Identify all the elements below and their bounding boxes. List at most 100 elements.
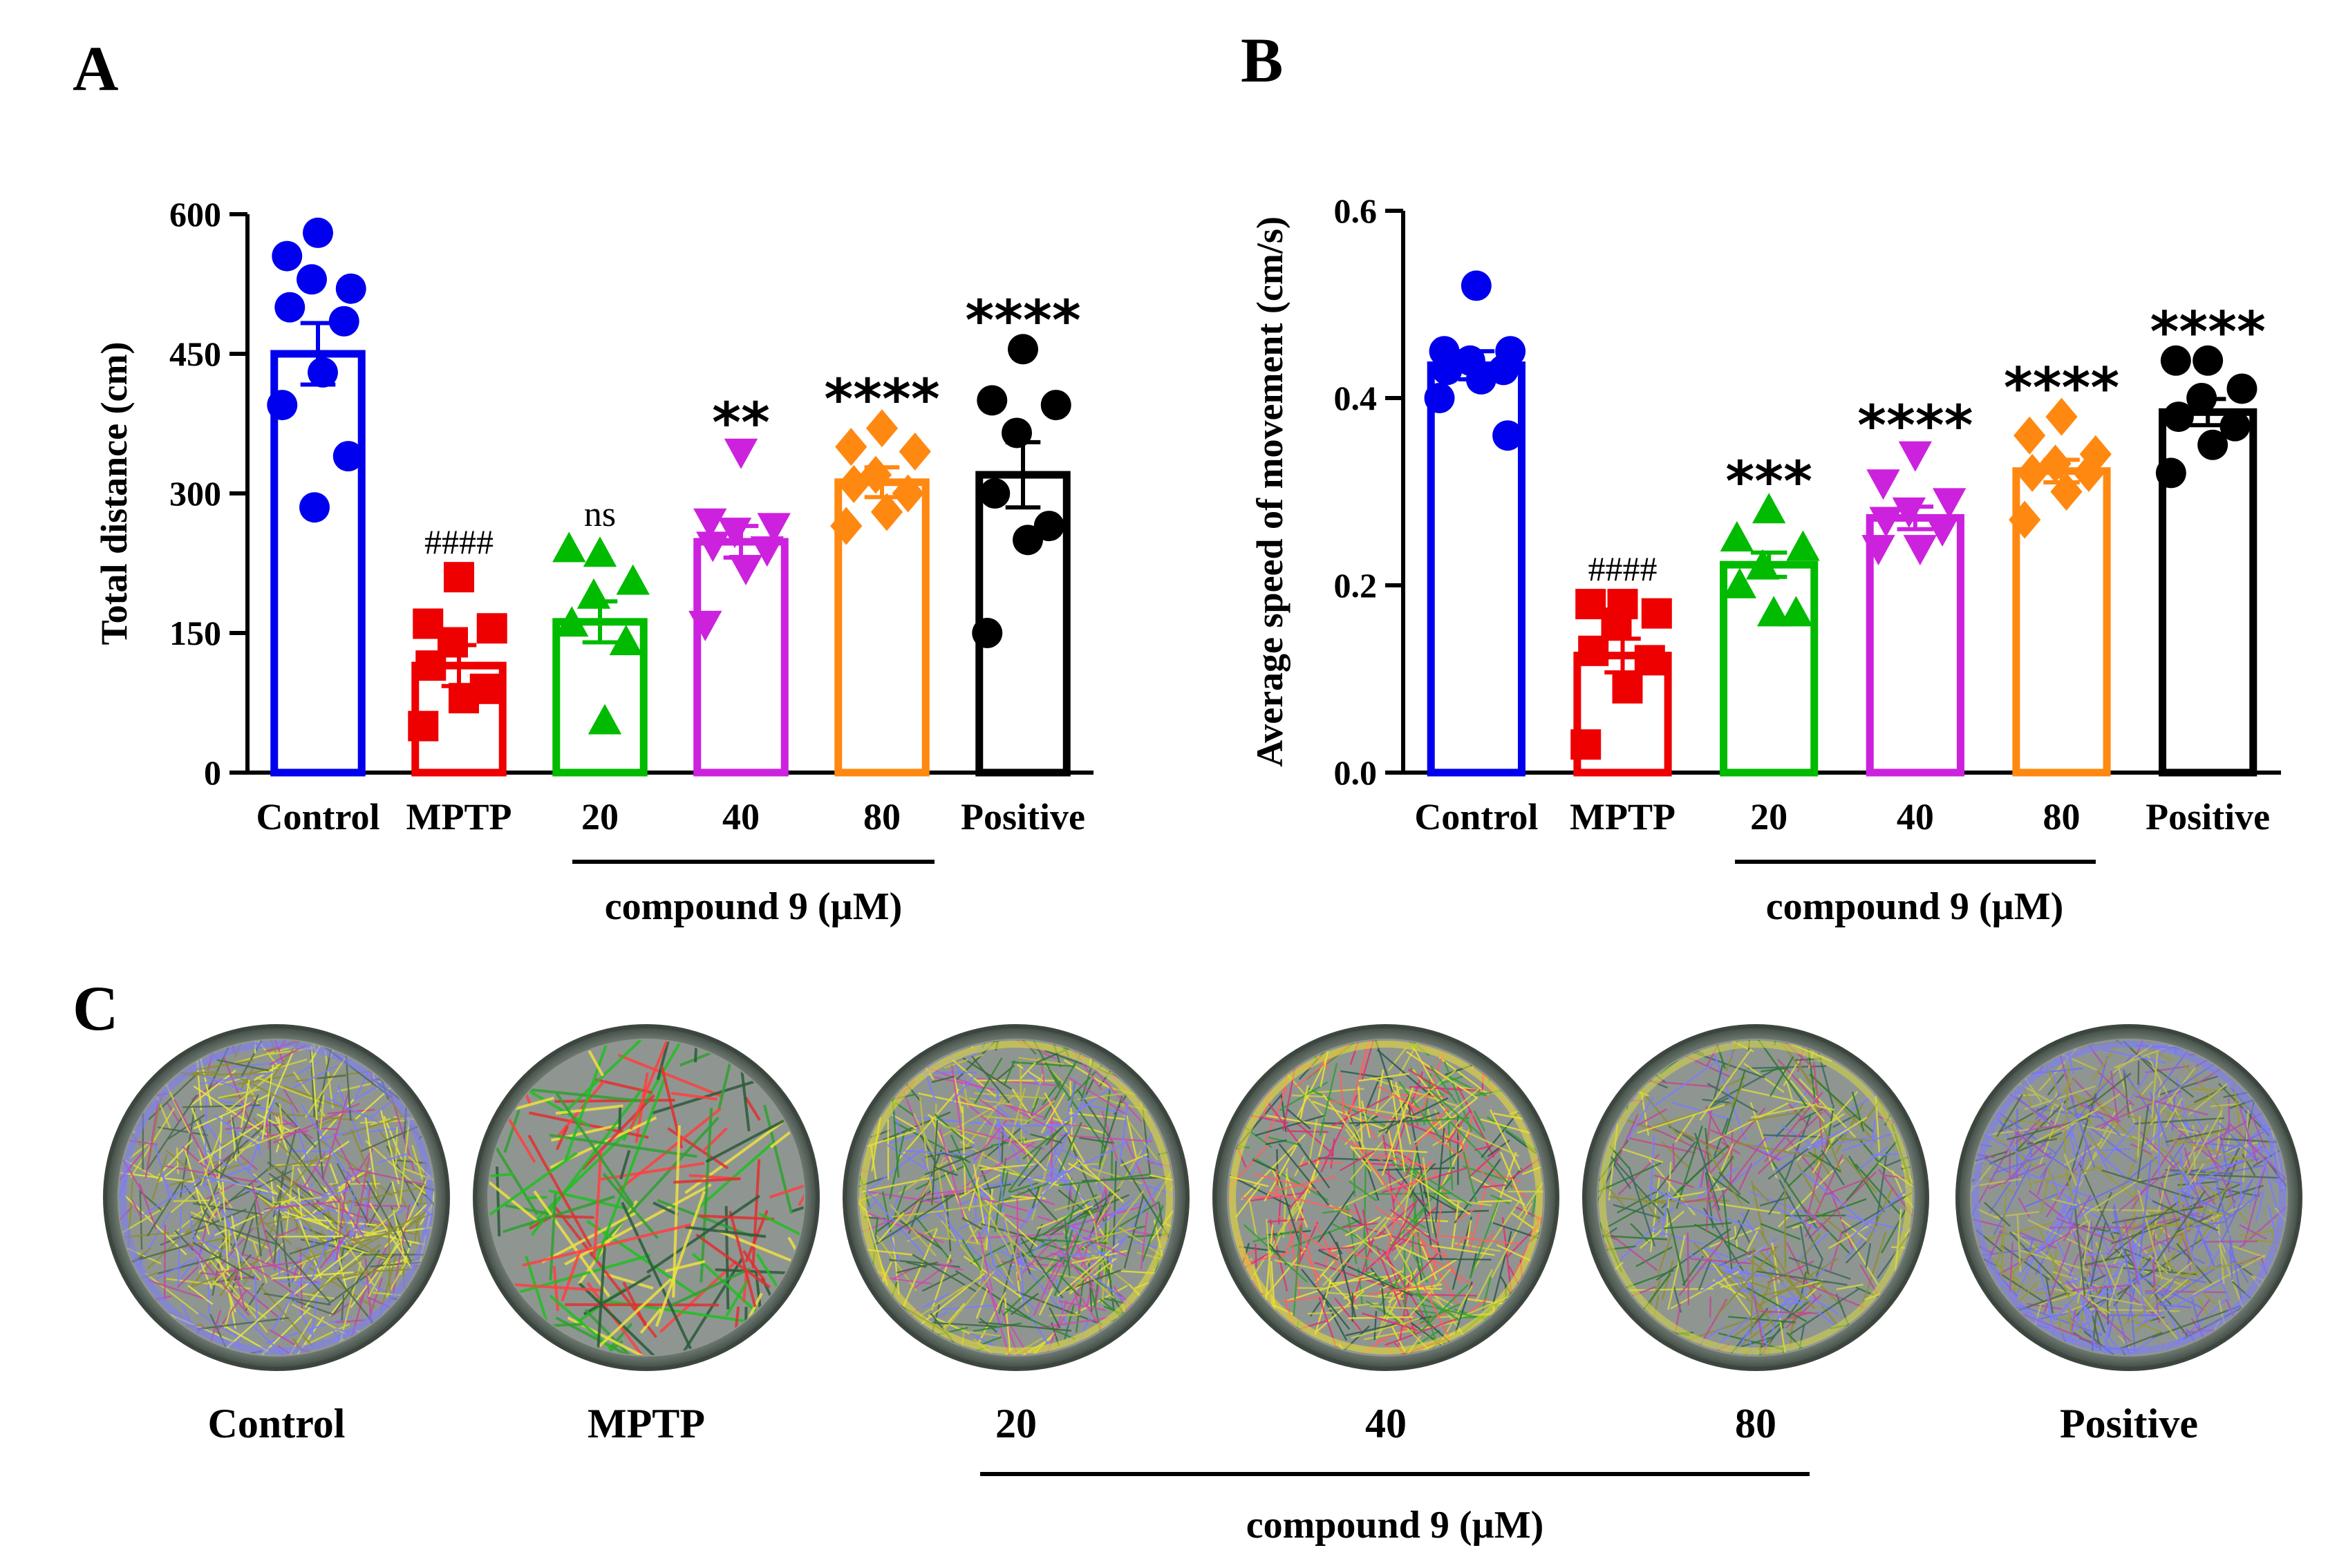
dish-5 xyxy=(1955,1024,2302,1371)
chart-a-significance-label: **** xyxy=(965,288,1080,352)
chart-b-point-1 xyxy=(1575,589,1606,620)
chart-b-category-label: Control xyxy=(1414,796,1538,838)
dish-0 xyxy=(103,1024,450,1371)
chart-b-group-label: compound 9 (µM) xyxy=(1766,885,2064,928)
dish-label: Positive xyxy=(2060,1401,2198,1446)
chart-a-significance-label: ns xyxy=(584,495,616,534)
chart-a-point-0 xyxy=(267,390,298,421)
chart-b-point-4 xyxy=(2009,500,2041,539)
chart-a-point-5 xyxy=(979,478,1011,509)
chart-a-point-1 xyxy=(444,562,474,593)
chart-b-y-tick-label: 0.0 xyxy=(1334,753,1378,792)
chart-b-significance-label: **** xyxy=(1857,393,1973,457)
chart-b-category-label: 40 xyxy=(1897,796,1934,838)
chart-a-y-tick-label: 450 xyxy=(169,334,221,373)
chart-a-point-4 xyxy=(870,493,903,531)
chart-b-point-2 xyxy=(1720,520,1754,551)
dish-label: MPTP xyxy=(588,1401,705,1446)
chart-b-y-axis-label: Average speed of movement (cm/s) xyxy=(1249,216,1290,767)
chart-a-category-label: 20 xyxy=(581,796,619,838)
dish-label: 40 xyxy=(1365,1401,1407,1446)
dish-2 xyxy=(843,1024,1190,1371)
chart-b-point-3 xyxy=(1932,488,1966,519)
chart-a-point-5 xyxy=(972,618,1003,648)
dish-1 xyxy=(473,1024,820,1371)
chart-b-category-label: 80 xyxy=(2043,796,2081,838)
chart-b-point-5 xyxy=(2193,345,2224,376)
chart-b-point-5 xyxy=(2197,429,2228,460)
chart-a-y-tick-label: 150 xyxy=(169,614,221,652)
chart-b-point-3 xyxy=(1866,469,1900,500)
chart-a-point-3 xyxy=(693,508,727,539)
dish-group-label: compound 9 (µM) xyxy=(1246,1504,1544,1547)
chart-b-point-3 xyxy=(1861,535,1895,566)
chart-b-significance-label: *** xyxy=(1725,450,1812,514)
chart-a-point-3 xyxy=(757,513,791,544)
panel-b-letter: B xyxy=(1241,25,1283,95)
dish-4 xyxy=(1582,1024,1929,1371)
chart-b-point-1 xyxy=(1570,729,1602,760)
chart-a-point-4 xyxy=(859,455,892,494)
dish-label: 20 xyxy=(995,1401,1037,1446)
chart-a-y-tick-label: 0 xyxy=(204,753,221,792)
chart-a-y-axis-label: Total distance (cm) xyxy=(93,342,135,645)
chart-b-significance-label: #### xyxy=(1588,549,1658,588)
chart-a-point-4 xyxy=(835,428,867,466)
chart-b-point-4 xyxy=(2016,453,2049,492)
chart-a-point-2 xyxy=(588,703,622,735)
chart-a-point-2 xyxy=(616,564,650,595)
chart-a-category-label: Positive xyxy=(961,796,1085,838)
chart-a-point-4 xyxy=(899,432,931,471)
chart-b-point-2 xyxy=(1756,596,1791,627)
chart-a-point-0 xyxy=(335,273,366,304)
chart-b-y-tick-label: 0.4 xyxy=(1334,379,1378,417)
chart-b-point-1 xyxy=(1578,635,1609,666)
chart-a-point-5 xyxy=(977,385,1008,416)
chart-b-point-0 xyxy=(1461,270,1492,301)
chart-a-point-5 xyxy=(1040,390,1071,421)
dish-trajectories xyxy=(1971,1040,2287,1355)
chart-b-category-label: Positive xyxy=(2146,796,2270,838)
chart-b-point-1 xyxy=(1612,673,1643,704)
chart-b-point-0 xyxy=(1492,420,1523,451)
chart-a-point-4 xyxy=(865,409,899,448)
chart-b-point-5 xyxy=(2219,410,2251,442)
chart-a-point-0 xyxy=(274,292,306,323)
panel-a-letter: A xyxy=(73,33,118,104)
chart-a-point-3 xyxy=(729,555,763,586)
chart-a-significance-label: #### xyxy=(424,522,494,561)
chart-b-average-speed: 0.0 0.2 0.4 0.6 Average speed of movement (c… xyxy=(1249,191,2281,838)
chart-b-point-5 xyxy=(2226,373,2257,404)
chart-b-significance-label: **** xyxy=(2004,356,2119,420)
chart-b-point-1 xyxy=(1601,607,1632,639)
chart-a-point-2 xyxy=(576,578,611,609)
chart-b-point-1 xyxy=(1641,598,1672,629)
chart-b-category-label: MPTP xyxy=(1570,796,1675,838)
trajectory-dishes: Control MPTP 20 40 80 Positive xyxy=(103,1024,2302,1446)
chart-b-point-5 xyxy=(2160,345,2191,376)
chart-b-point-4 xyxy=(2045,397,2078,436)
chart-b-point-3 xyxy=(1925,516,1960,547)
chart-a-point-2 xyxy=(555,606,589,637)
dish-label: Control xyxy=(208,1401,346,1446)
chart-a-point-5 xyxy=(1008,334,1038,365)
chart-b-point-2 xyxy=(1786,530,1820,561)
chart-a-y-tick-label: 600 xyxy=(169,195,221,234)
chart-a-category-label: 80 xyxy=(863,796,901,838)
chart-a-point-3 xyxy=(724,438,758,469)
chart-b-point-2 xyxy=(1752,493,1786,524)
chart-a-point-0 xyxy=(272,240,303,272)
chart-a-significance-label: **** xyxy=(824,368,939,432)
chart-a-y-tick-label: 300 xyxy=(169,474,221,513)
chart-a-group-label: compound 9 (µM) xyxy=(605,885,903,928)
chart-a-point-0 xyxy=(299,492,330,523)
dish-trajectories xyxy=(1598,1040,1913,1355)
chart-a-point-0 xyxy=(297,264,327,295)
chart-b-point-5 xyxy=(2155,457,2186,489)
chart-b-category-label: 20 xyxy=(1750,796,1787,838)
chart-b-point-2 xyxy=(1722,567,1757,598)
chart-b-y-tick-label: 0.2 xyxy=(1334,566,1378,605)
chart-a-point-5 xyxy=(1013,525,1043,556)
chart-a-category-label: Control xyxy=(256,796,379,838)
dish-3 xyxy=(1212,1024,1559,1371)
